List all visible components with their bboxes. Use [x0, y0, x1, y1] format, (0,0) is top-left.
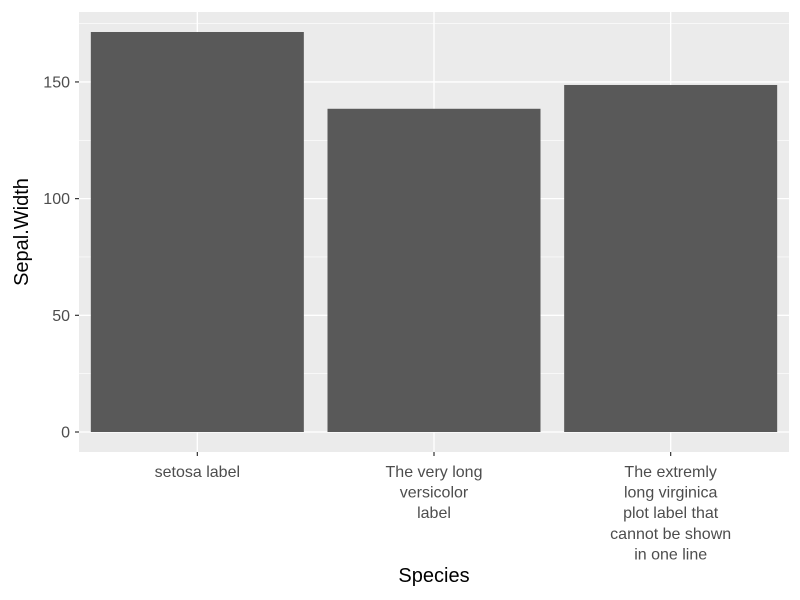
x-tick-label: The extremly long virginica plot label tha…	[610, 464, 731, 563]
x-tick-label-line: cannot be shown	[610, 526, 731, 543]
bars	[90, 32, 778, 432]
x-axis: setosa label The very long versicolor label…	[155, 452, 731, 563]
x-tick-label-line: plot label that	[623, 505, 719, 522]
bar	[327, 108, 541, 432]
x-axis-title: Species	[398, 565, 469, 587]
x-tick-label-line: setosa label	[155, 464, 240, 481]
x-tick-label-line: The extremly	[624, 464, 716, 481]
y-tick-label: 50	[52, 308, 70, 325]
x-tick-label: The very long versicolor label	[386, 464, 483, 522]
y-axis-title: Sepal.Width	[11, 178, 33, 286]
y-axis: 0 50 100 150	[43, 74, 79, 442]
x-tick-label: setosa label	[155, 464, 240, 481]
bar	[90, 32, 304, 432]
x-tick-label-line: long virginica	[624, 485, 717, 502]
x-tick-label-line: in one line	[634, 546, 707, 563]
bar	[564, 84, 778, 432]
x-tick-label-line: The very long	[386, 464, 483, 481]
x-tick-label-line: label	[417, 505, 451, 522]
y-tick-label: 0	[61, 425, 70, 442]
y-tick-label: 100	[43, 191, 70, 208]
x-tick-label-line: versicolor	[400, 485, 469, 502]
y-tick-label: 150	[43, 74, 70, 91]
